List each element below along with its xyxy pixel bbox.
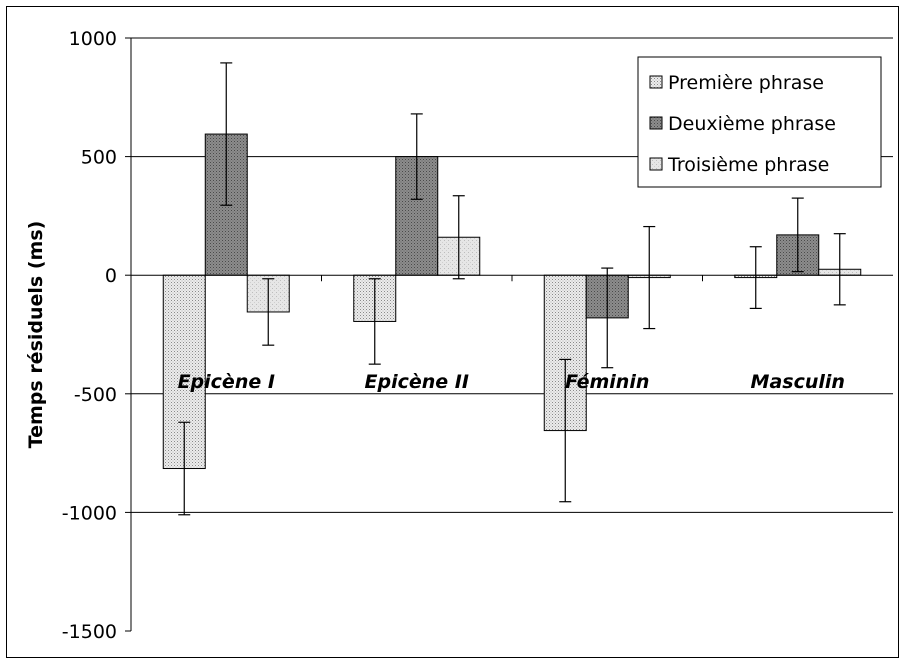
y-tick-label: 1000	[69, 28, 117, 50]
labels: 1000 500 0 -500 -1000 -1500 Temps résiduels (m…	[25, 28, 845, 643]
y-axis-title: Temps résiduels (ms)	[25, 221, 47, 449]
y-tick-label: 0	[105, 265, 117, 287]
category-label: Epicène II	[365, 371, 469, 393]
legend-label-3: Troisième phrase	[667, 154, 829, 176]
category-label: Masculin	[751, 371, 845, 393]
legend-swatch-2	[649, 116, 663, 130]
y-tick-label: -500	[74, 384, 117, 406]
legend-swatch-1	[649, 75, 663, 89]
legend-label-2: Deuxième phrase	[668, 113, 836, 135]
y-tick-label: -1500	[62, 621, 117, 643]
legend-box	[637, 56, 882, 188]
category-label: Epicène I	[178, 371, 275, 393]
legend: Première phrase Deuxième phrase Troisième …	[637, 56, 882, 188]
y-tick-label: 500	[81, 147, 117, 169]
axes	[125, 37, 893, 632]
y-tick-label: -1000	[62, 502, 117, 524]
legend-swatch-3	[649, 157, 663, 171]
bars-group	[162, 62, 862, 516]
category-label: Féminin	[565, 371, 649, 393]
legend-label-1: Première phrase	[668, 72, 824, 94]
